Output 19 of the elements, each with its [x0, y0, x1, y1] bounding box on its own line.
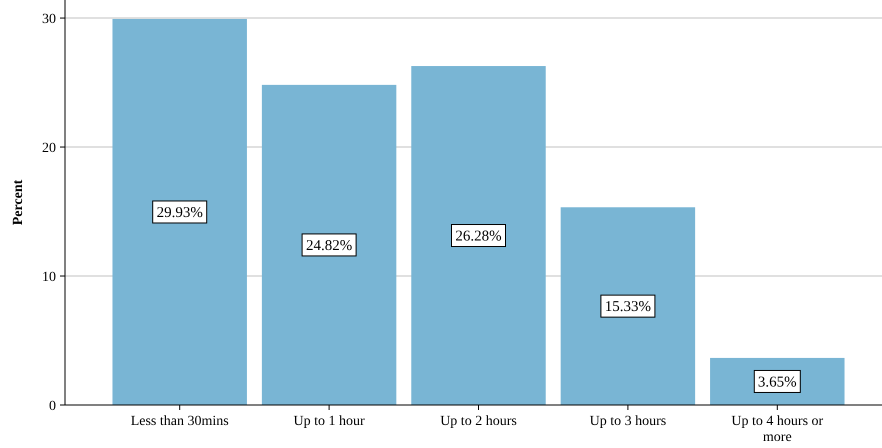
x-tick-label: Up to 1 hour: [294, 414, 366, 429]
x-tick-label: Up to 3 hours: [590, 414, 666, 429]
x-tick-label: Up to 2 hours: [440, 414, 517, 429]
bar: [262, 84, 396, 405]
y-tick-label: 20: [42, 141, 56, 156]
data-label: 26.28%: [455, 228, 502, 245]
data-label: 15.33%: [604, 299, 652, 316]
y-tick-label: 0: [49, 399, 56, 414]
y-tick-label: 30: [42, 12, 56, 28]
data-label: 29.93%: [156, 204, 203, 221]
data-label: 3.65%: [758, 374, 797, 390]
y-axis-title: Percent: [11, 179, 26, 226]
data-label: 24.82%: [306, 238, 352, 254]
bar: [112, 18, 247, 405]
x-tick-label: Less than 30mins: [130, 414, 229, 429]
bar: [560, 207, 696, 405]
bar: [411, 66, 546, 405]
x-tick-label: Up to 4 hours or more: [731, 414, 824, 445]
y-tick-label: 10: [42, 270, 56, 286]
